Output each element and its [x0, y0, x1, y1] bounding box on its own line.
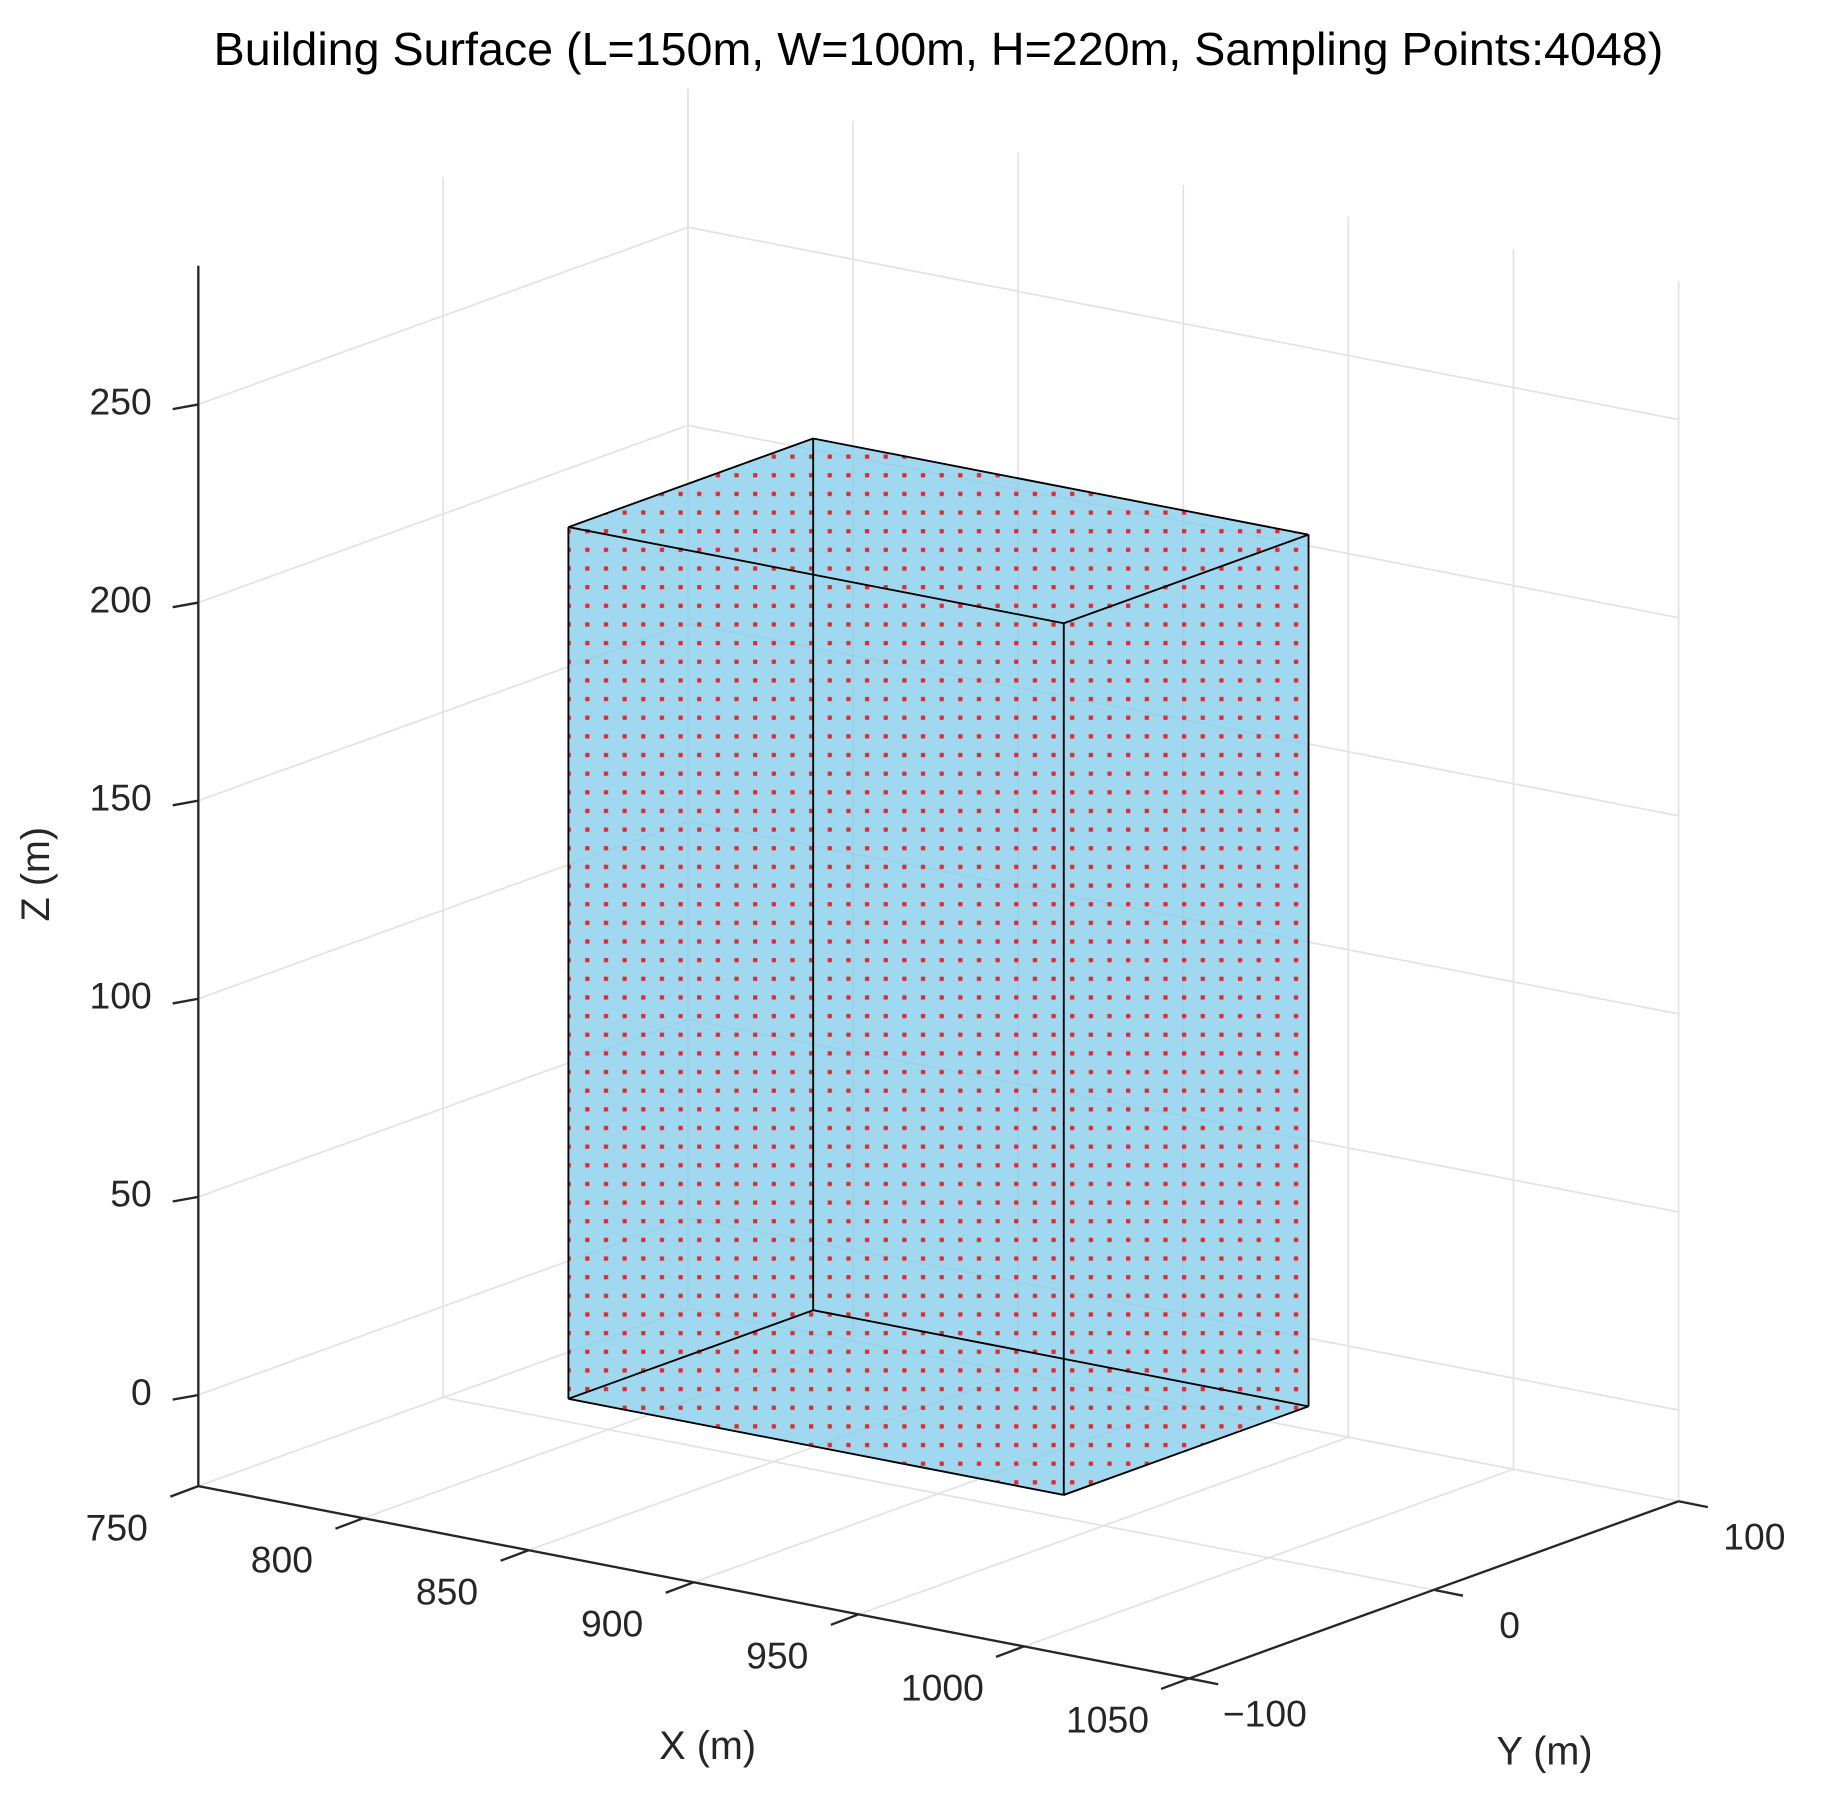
tick-mark — [830, 1613, 860, 1626]
tick-mark — [172, 403, 199, 411]
tick-mark — [335, 1517, 364, 1530]
tick-mark — [172, 1393, 199, 1401]
x-tick-label: 850 — [416, 1570, 478, 1612]
tick-mark — [172, 601, 199, 609]
x-tick-label: 1050 — [1066, 1699, 1149, 1741]
building-edge — [812, 437, 1309, 536]
tick-mark — [1433, 1588, 1464, 1597]
sampling-points — [1063, 534, 1309, 1495]
tick-mark — [169, 1485, 199, 1498]
y-axis-label: Y (m) — [1497, 1730, 1593, 1774]
z-axis-label: Z (m) — [14, 827, 58, 922]
grid-line — [198, 424, 689, 604]
sampling-points — [568, 438, 814, 1399]
y-tick-label: −100 — [1223, 1693, 1307, 1735]
x-tick-label: 750 — [86, 1506, 148, 1548]
z-tick-label: 200 — [90, 578, 152, 620]
building-edge — [1063, 533, 1309, 625]
z-tick-label: 0 — [131, 1371, 152, 1413]
tick-mark — [172, 1195, 199, 1203]
tick-mark — [172, 997, 199, 1005]
tick-mark — [1678, 1500, 1708, 1509]
chart-title: Building Surface (L=150m, W=100m, H=220m… — [214, 23, 1664, 75]
tick-mark — [1188, 1677, 1219, 1686]
building-edge — [568, 437, 814, 528]
z-tick-label: 50 — [110, 1173, 151, 1215]
tick-mark — [500, 1549, 529, 1562]
x-tick-label: 800 — [251, 1538, 313, 1580]
building-edge — [568, 1309, 814, 1400]
building-edge — [812, 1309, 1309, 1408]
grid-line — [687, 226, 1679, 421]
z-tick-label: 100 — [90, 975, 152, 1017]
grid-line — [198, 226, 689, 406]
building-edge — [1063, 1405, 1309, 1496]
grid-line — [442, 1396, 1435, 1591]
z-tick-label: 150 — [90, 776, 152, 818]
z-tick-label: 250 — [90, 380, 152, 422]
y-tick-label: 0 — [1499, 1604, 1520, 1646]
x-tick-label: 1000 — [901, 1667, 984, 1709]
tick-mark — [665, 1581, 695, 1594]
tick-mark — [995, 1645, 1025, 1658]
x-axis-label: X (m) — [659, 1724, 756, 1768]
tick-mark — [172, 799, 199, 807]
tick-mark — [1160, 1677, 1190, 1691]
building-edge — [568, 526, 1064, 625]
x-tick-label: 950 — [746, 1634, 808, 1676]
x-tick-label: 900 — [581, 1602, 643, 1644]
y-tick-label: 100 — [1723, 1516, 1785, 1558]
building-edge — [568, 1397, 1064, 1496]
